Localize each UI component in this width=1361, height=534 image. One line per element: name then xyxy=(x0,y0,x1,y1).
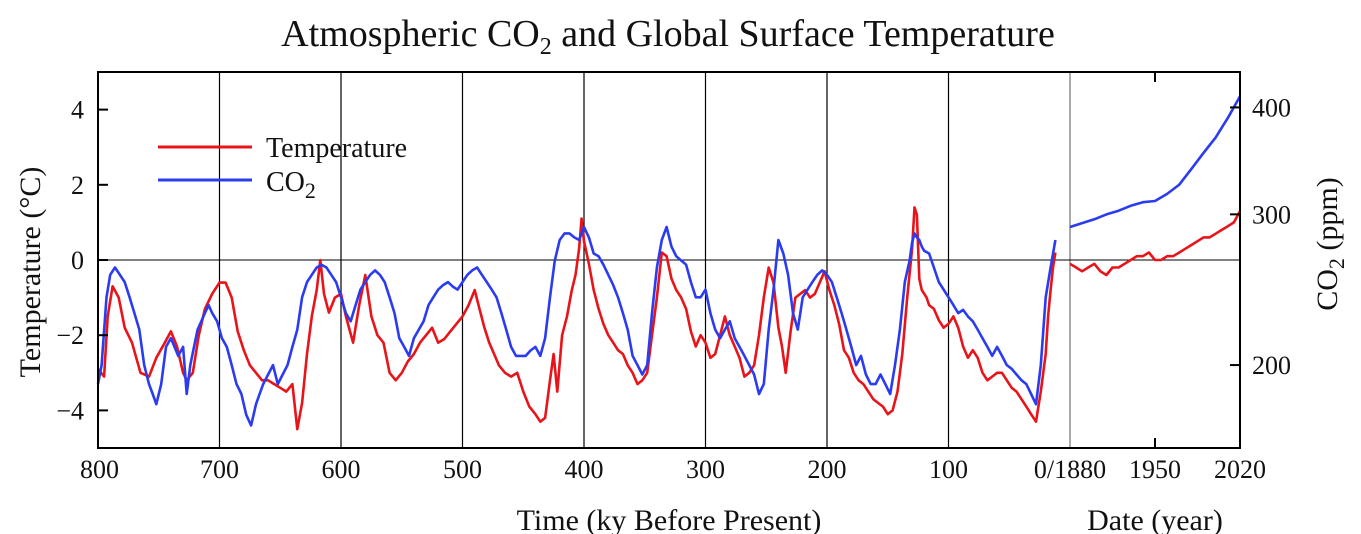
axis-ticks: 800 700 600 500 400 300 200 100 0/1880 1950 2020 4 2… xyxy=(56,72,1291,484)
x-tick-label: 0/1880 xyxy=(1034,455,1106,484)
x-axis-label-left: Time (ky Before Present) xyxy=(517,504,822,534)
x-tick-label: 700 xyxy=(200,455,239,484)
y-tick-label-right: 200 xyxy=(1252,351,1291,380)
co2-line-ky xyxy=(96,225,1057,427)
data-lines xyxy=(96,95,1242,431)
x-axis-label-right: Date (year) xyxy=(1087,504,1223,534)
y-tick-label-left: 4 xyxy=(71,96,84,125)
x-tick-label-year: 2020 xyxy=(1214,455,1266,484)
y-tick-label-right: 300 xyxy=(1252,200,1291,229)
y-tick-label-right: 400 xyxy=(1252,93,1291,122)
gridlines xyxy=(98,72,1240,448)
y-tick-label-left: −2 xyxy=(56,321,84,350)
legend-temperature-label: Temperature xyxy=(266,133,407,164)
y-tick-label-left: 0 xyxy=(71,246,84,275)
legend: Temperature CO2 xyxy=(158,133,407,203)
y-axis-label-left: Temperature (°C) xyxy=(14,167,47,378)
x-tick-label: 500 xyxy=(443,455,482,484)
x-tick-label-year: 1950 xyxy=(1129,455,1181,484)
y-axis-label-right: CO2 (ppm) xyxy=(1311,177,1349,311)
x-tick-label: 600 xyxy=(322,455,361,484)
temperature-line-recent xyxy=(1069,210,1242,277)
x-tick-label: 200 xyxy=(808,455,847,484)
x-tick-label: 400 xyxy=(565,455,604,484)
x-tick-label: 100 xyxy=(929,455,968,484)
y-tick-label-left: −4 xyxy=(56,396,84,425)
co2-line-recent xyxy=(1069,95,1242,229)
chart-title: Atmospheric CO2 and Global Surface Tempe… xyxy=(281,13,1055,60)
temperature-line-ky xyxy=(96,206,1057,431)
x-tick-label: 300 xyxy=(686,455,725,484)
x-tick-label: 800 xyxy=(80,455,119,484)
y-tick-label-left: 2 xyxy=(71,171,84,200)
legend-co2-label: CO2 xyxy=(266,167,316,203)
